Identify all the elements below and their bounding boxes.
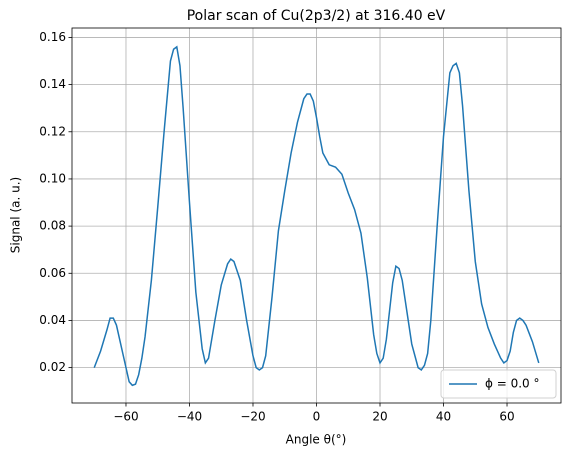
y-tick-label: 0.16: [39, 30, 66, 44]
y-tick-label: 0.12: [39, 124, 66, 138]
y-tick-label: 0.06: [39, 266, 66, 280]
line: [93, 45, 540, 387]
legend-box: [440, 369, 557, 399]
x-tick-label: 0: [313, 410, 321, 424]
y-tick-label: 0.14: [39, 77, 66, 91]
x-axis-label: Angle θ(°): [286, 433, 347, 447]
y-tick-label: 0.04: [39, 313, 66, 327]
x-tick-label: 40: [436, 410, 451, 424]
x-tick-label: 20: [372, 410, 387, 424]
y-axis-label: Signal (a. u.): [9, 177, 23, 253]
legend-label: ϕ = 0.0 °: [485, 377, 540, 391]
plot-frame: [71, 27, 562, 404]
x-tick-label: −40: [177, 410, 202, 424]
y-tick-label: 0.02: [39, 360, 66, 374]
x-tick-label: −20: [240, 410, 265, 424]
x-tick-label: −60: [113, 410, 138, 424]
x-tick-label: 60: [499, 410, 514, 424]
chart-title: Polar scan of Cu(2p3/2) at 316.40 eV: [187, 8, 446, 24]
y-tick-label: 0.10: [39, 171, 66, 185]
y-tick-label: 0.08: [39, 219, 66, 233]
